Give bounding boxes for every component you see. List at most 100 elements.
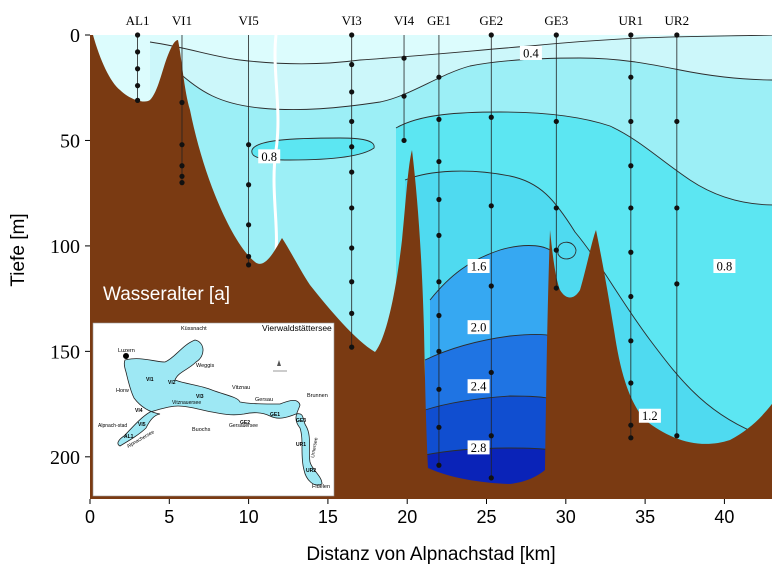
station-point (674, 433, 680, 439)
station-point (179, 99, 185, 106)
station-point (436, 279, 442, 285)
station-point (134, 32, 141, 38)
station-point (401, 93, 407, 99)
x-tick-label: 40 (714, 507, 734, 527)
svg-text:AL1: AL1 (124, 434, 134, 440)
station-label-vi1: VI1 (172, 13, 192, 28)
station-point (246, 253, 252, 260)
station-point (553, 32, 559, 38)
station-label-ge3: GE3 (544, 13, 568, 28)
station-point (349, 61, 355, 68)
svg-text:VI4: VI4 (135, 408, 143, 414)
svg-text:VI1: VI1 (146, 377, 154, 383)
inset-map-title: Vierwaldstättersee (262, 323, 332, 333)
station-point (349, 169, 355, 175)
station-point (628, 118, 634, 125)
contour-label: 0.8 (261, 150, 277, 164)
station-point (628, 249, 634, 255)
x-tick-label: 35 (635, 507, 655, 527)
station-point (553, 247, 559, 253)
station-point (436, 462, 442, 468)
svg-text:GE2: GE2 (240, 420, 250, 426)
map-basin-vitznauersee: Vitznauersee (172, 400, 201, 406)
map-place-flueelen: Flüelen (312, 484, 330, 490)
station-label-ge2: GE2 (479, 13, 503, 28)
station-point (436, 196, 442, 203)
station-point (246, 262, 252, 268)
y-tick-label: 0 (70, 25, 80, 47)
station-point (246, 222, 252, 228)
station-label-vi4: VI4 (394, 13, 415, 28)
map-dot-luzern (123, 353, 129, 359)
svg-text:VI2: VI2 (168, 380, 176, 386)
station-point (436, 424, 442, 430)
y-tick-label: 50 (60, 130, 80, 152)
station-label-vi5: VI5 (238, 13, 258, 28)
contour-label: 2.0 (471, 321, 487, 335)
map-compass-icon (273, 360, 287, 372)
station-point (134, 97, 141, 103)
contour-label-bg (519, 45, 542, 60)
station-point (488, 369, 494, 376)
station-point (349, 118, 355, 125)
station-point (134, 83, 141, 89)
contour-lines (149, 35, 772, 456)
station-label-ge1: GE1 (427, 13, 451, 28)
station-point (674, 118, 680, 125)
svg-text:VI3: VI3 (196, 394, 204, 400)
svg-text:VI5: VI5 (138, 422, 146, 428)
contour-labels: 0.4 0.8 0.8 1.2 1.6 2.0 2.4 2.8 (258, 45, 736, 455)
station-point (628, 32, 634, 38)
contour-label: 0.4 (523, 46, 539, 60)
map-place-vitznau: Vitznau (232, 385, 250, 391)
station-point (349, 245, 355, 251)
station-point (553, 205, 559, 211)
station-point (246, 142, 252, 148)
svg-text:GE3: GE3 (296, 418, 306, 424)
station-point (436, 312, 442, 319)
svg-text:UR2: UR2 (306, 468, 316, 474)
map-place-alpnachstad: Alpnach-stad (98, 423, 127, 429)
station-point (488, 283, 494, 289)
station-point (488, 114, 494, 120)
contour-label-bg (467, 259, 490, 273)
station-point (674, 32, 680, 38)
station-label-ur2: UR2 (665, 13, 690, 28)
axes: 0 50 100 150 200 0 5 10 15 20 25 30 35 40 (50, 25, 734, 527)
x-tick-label: 20 (397, 507, 417, 527)
station-point (436, 232, 442, 238)
contour-label: 1.2 (642, 409, 658, 423)
station-point (488, 433, 494, 439)
svg-text:GE1: GE1 (270, 412, 280, 418)
station-point (553, 118, 559, 125)
station-point (349, 344, 355, 350)
station-point (628, 205, 634, 211)
station-point (349, 144, 355, 150)
station-point (246, 182, 252, 188)
map-place-weggis: Weggis (196, 363, 214, 369)
station-point (628, 422, 634, 428)
map-basin-urnersee: Urnersee (310, 437, 320, 459)
station-point (401, 137, 407, 144)
contour-label: 2.8 (471, 441, 487, 455)
station-point (488, 203, 494, 209)
station-point (349, 279, 355, 285)
inset-lake-shape (117, 339, 323, 486)
station-point (628, 338, 634, 344)
station-point (488, 32, 494, 38)
contour-label-bg (467, 320, 490, 335)
map-place-horw: Horw (116, 388, 129, 394)
station-point (488, 475, 494, 481)
y-tick-label: 150 (50, 341, 80, 363)
station-point (179, 180, 185, 186)
station-point (349, 89, 355, 95)
map-place-luzern: Luzern (118, 348, 135, 354)
station-point (628, 163, 634, 169)
x-axis-label: Distanz von Alpnachstad [km] (306, 544, 555, 565)
x-tick-label: 15 (318, 507, 338, 527)
station-point (349, 32, 355, 38)
map-place-gersau: Gersau (255, 397, 273, 403)
station-point (674, 205, 680, 211)
contour-label: 0.8 (717, 260, 733, 274)
